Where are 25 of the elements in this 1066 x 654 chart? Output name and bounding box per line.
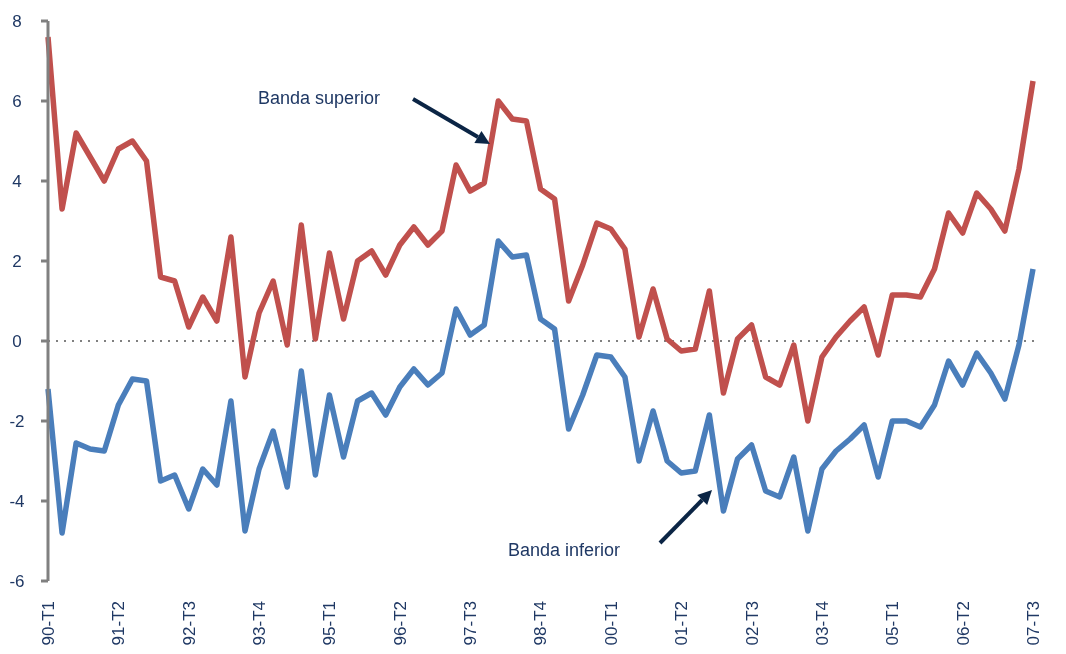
x-tick-label: 07-T3 [1023, 601, 1043, 646]
x-tick-label: 95-T1 [320, 601, 340, 646]
y-tick-label: 8 [12, 11, 22, 31]
x-tick-label: 98-T4 [531, 601, 551, 646]
x-tick-label: 97-T3 [461, 601, 481, 646]
x-tick-label: 02-T3 [742, 601, 762, 646]
y-tick-label: 2 [12, 251, 22, 271]
x-tick-label: 96-T2 [390, 601, 410, 646]
annotation: Banda superior [258, 88, 381, 108]
y-tick-label: 0 [12, 331, 22, 351]
x-tick-label: 90-T1 [38, 601, 58, 646]
x-tick-label: 93-T4 [250, 601, 270, 646]
x-tick-label: 92-T3 [179, 601, 199, 646]
x-tick-label: 03-T4 [812, 601, 832, 646]
y-tick-label: 4 [12, 171, 22, 191]
y-tick-label: 6 [12, 91, 22, 111]
annotation: Banda inferior [508, 540, 621, 560]
y-tick-label: -4 [9, 491, 25, 511]
x-tick-label: 00-T1 [601, 601, 621, 646]
x-tick-label: 01-T2 [672, 601, 692, 646]
y-tick-label: -6 [9, 571, 25, 591]
y-tick-label: -2 [9, 411, 25, 431]
x-tick-label: 06-T2 [953, 601, 973, 646]
x-tick-label: 91-T2 [109, 601, 129, 646]
x-tick-label: 05-T1 [883, 601, 903, 646]
